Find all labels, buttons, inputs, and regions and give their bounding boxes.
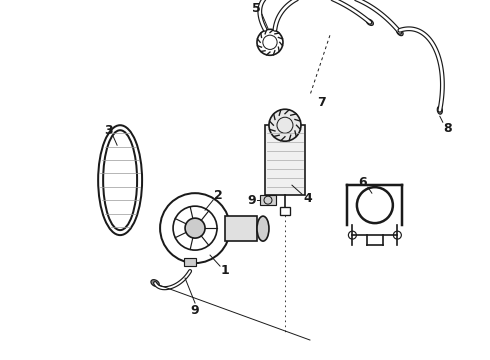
Text: 2: 2: [214, 189, 222, 202]
Text: 1: 1: [220, 264, 229, 276]
Text: 4: 4: [304, 192, 312, 204]
Text: 9: 9: [247, 194, 256, 207]
Text: 9: 9: [191, 303, 199, 316]
Ellipse shape: [257, 216, 269, 241]
Ellipse shape: [437, 106, 442, 114]
Ellipse shape: [151, 280, 159, 287]
Circle shape: [185, 218, 205, 238]
Ellipse shape: [396, 29, 403, 36]
Bar: [184, 258, 196, 266]
Text: 7: 7: [318, 96, 326, 109]
Bar: [265, 125, 305, 195]
Bar: [260, 195, 276, 205]
Text: 3: 3: [104, 124, 112, 137]
Circle shape: [269, 109, 301, 141]
Text: 5: 5: [251, 2, 260, 15]
Text: 6: 6: [359, 176, 367, 189]
Ellipse shape: [103, 130, 137, 230]
Ellipse shape: [367, 19, 373, 26]
Bar: [280, 207, 290, 215]
Bar: [225, 216, 257, 241]
Text: 8: 8: [443, 122, 452, 135]
